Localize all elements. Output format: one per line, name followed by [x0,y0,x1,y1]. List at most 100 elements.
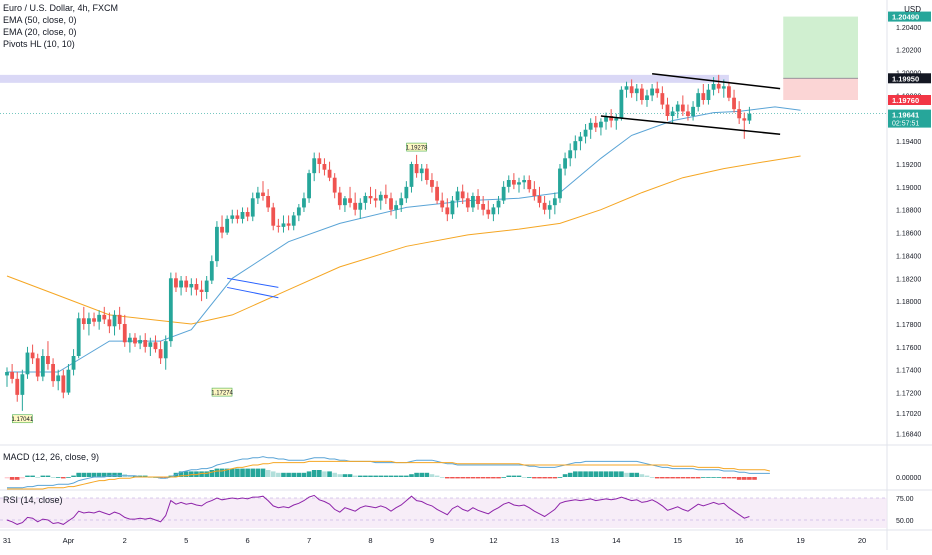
candle-body [404,186,409,199]
macd-bar [209,470,215,477]
candle-body [696,93,701,107]
macd-bar [532,477,537,479]
x-tick-label: 6 [246,536,250,545]
macd-bar [9,477,15,480]
x-tick-label: 7 [307,536,311,545]
candle-body [240,212,245,219]
macd-bar [445,477,450,479]
macd-bar [378,475,384,477]
candle-body [609,116,614,121]
macd-bar [409,474,414,477]
candle-body [721,86,726,89]
target-zone [783,16,858,79]
candle-body [97,314,102,322]
macd-bar [470,477,476,479]
macd-bar [439,477,445,478]
y-tick-label: 1.17200 [896,391,921,398]
macd-bar [629,472,634,477]
resistance-zone [0,74,729,83]
x-tick-label: 14 [612,536,620,545]
macd-bar [61,477,66,479]
candle-body [450,200,455,215]
candle-body [163,341,168,359]
candle-body [35,358,40,377]
candle-body [563,158,567,169]
candle-body [604,116,608,122]
macd-bar [107,472,112,477]
candle-body [286,223,291,226]
macd-bar [337,474,343,477]
candle-body [153,342,158,350]
macd-bar [424,472,430,477]
macd-bar [286,472,291,477]
candle-body [358,202,363,210]
candle-body [368,196,373,199]
macd-bar [168,475,174,477]
macd-bar [25,475,30,477]
legend-macd: MACD (12, 26, close, 9) [3,452,100,462]
candle-body [343,198,347,206]
macd-bar [639,474,645,477]
macd-bar [429,474,435,477]
upper-trendline [652,72,781,90]
macd-bar [66,477,71,478]
candle-body [61,375,66,393]
candles [5,74,752,411]
candle-body [547,205,552,210]
price-badge [888,109,931,128]
candle-body [332,177,337,193]
candle-body [568,150,573,159]
candle-body [424,168,429,180]
macd-bar [701,477,706,478]
macd-bar [567,472,573,477]
macd-bar [542,477,547,479]
macd-bar [332,472,337,477]
candle-body [148,342,153,347]
candle-body [552,198,557,206]
candle-body [645,95,649,100]
price-badge-label: 1.19641 [892,111,919,120]
candle-body [455,191,460,201]
macd-bar [706,477,711,478]
candle-body [107,319,112,327]
price-badge-label: 1.19950 [892,74,919,83]
candle-body [593,122,598,128]
macd-bar [511,475,517,477]
macd-bar [224,468,230,477]
macd-bar [475,477,481,479]
candle-body [445,207,450,215]
candle-body [501,186,506,201]
candle-body [686,111,690,116]
macd-bar [516,475,522,477]
candle-body [634,88,639,94]
price-badge [888,95,931,105]
macd-bar [526,477,532,478]
rsi-line [6,494,750,525]
candle-body [430,180,434,187]
macd-bar [214,468,220,477]
candle-body [71,356,76,370]
macd-bar [603,471,609,477]
macd-bar [229,468,235,477]
candle-body [337,192,342,206]
x-tick-label: 12 [489,536,497,545]
candle-body [127,337,132,343]
candle-body [537,196,542,203]
candle-body [583,129,588,137]
candle-body [383,194,388,199]
x-tick-label: 5 [184,536,188,545]
macd-bar [562,474,568,477]
signal-line [7,460,771,490]
macd-bar [327,471,332,477]
candle-body [670,111,675,116]
price-badge-label: 1.19760 [892,96,919,105]
macd-bar [680,477,686,479]
candle-body [215,226,219,262]
pivot-label: 1.17041 [12,417,34,423]
candle-body [322,164,327,170]
candle-body [419,168,424,174]
candle-body [481,204,486,210]
macd-bar [619,471,624,477]
